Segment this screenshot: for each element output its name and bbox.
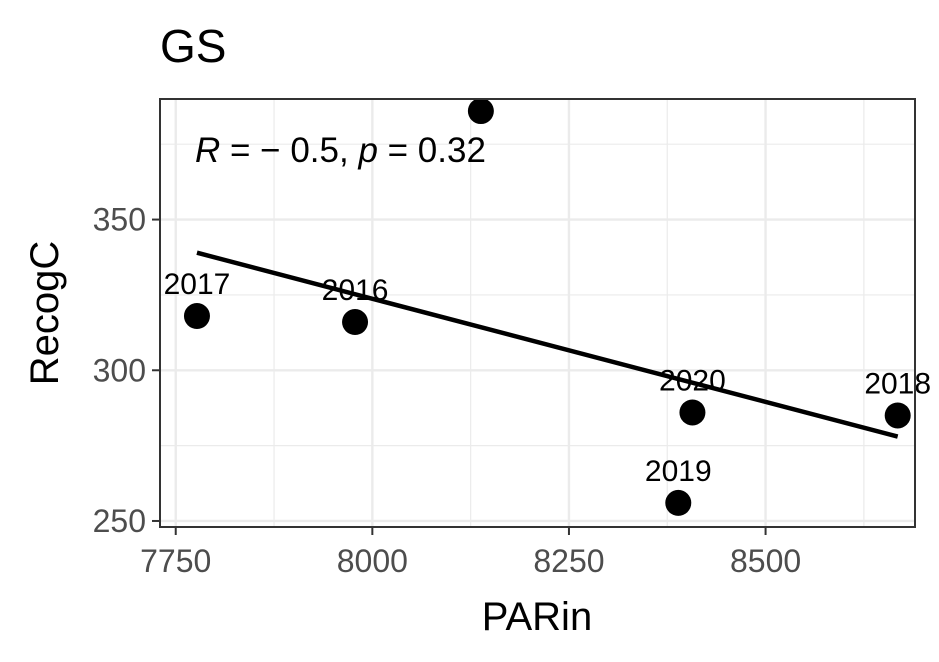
r-value: = − 0.5, xyxy=(220,131,358,170)
y-tick-label: 300 xyxy=(93,352,146,388)
grid-minor xyxy=(160,99,915,527)
grid-major xyxy=(160,99,915,527)
x-tick-label: 8250 xyxy=(533,543,604,579)
point-label: 2016 xyxy=(322,274,389,307)
data-point xyxy=(467,98,494,125)
x-axis-ticks: 7750 8000 8250 8500 xyxy=(140,527,801,579)
x-tick-label: 8500 xyxy=(730,543,801,579)
data-point xyxy=(665,489,692,516)
point-label: 2017 xyxy=(164,268,231,301)
x-tick-label: 8000 xyxy=(337,543,408,579)
data-point xyxy=(342,309,369,336)
p-value: = 0.32 xyxy=(378,131,486,170)
fit-line-group xyxy=(196,250,899,439)
r-symbol: R xyxy=(195,131,220,170)
y-tick-label: 350 xyxy=(93,202,146,238)
point-label: 2020 xyxy=(659,364,726,397)
y-axis-ticks: 250 300 350 xyxy=(93,202,160,539)
p-symbol: p xyxy=(357,131,377,170)
panel-border xyxy=(159,98,916,528)
correlation-annotation: R = − 0.5, p = 0.32 xyxy=(195,131,486,170)
data-point xyxy=(183,303,210,330)
y-tick-label: 250 xyxy=(93,503,146,539)
regression-line xyxy=(196,250,899,439)
y-axis-title: RecogC xyxy=(23,241,67,386)
point-labels: 2017 2016 2019 2020 2018 xyxy=(164,268,931,488)
data-points xyxy=(183,98,911,516)
data-point xyxy=(884,402,911,429)
point-label: 2018 xyxy=(864,367,931,400)
x-tick-label: 7750 xyxy=(140,543,211,579)
data-point xyxy=(679,399,706,426)
x-axis-title: PARin xyxy=(482,595,592,639)
point-label: 2019 xyxy=(645,455,712,488)
chart-title: GS xyxy=(160,20,226,72)
